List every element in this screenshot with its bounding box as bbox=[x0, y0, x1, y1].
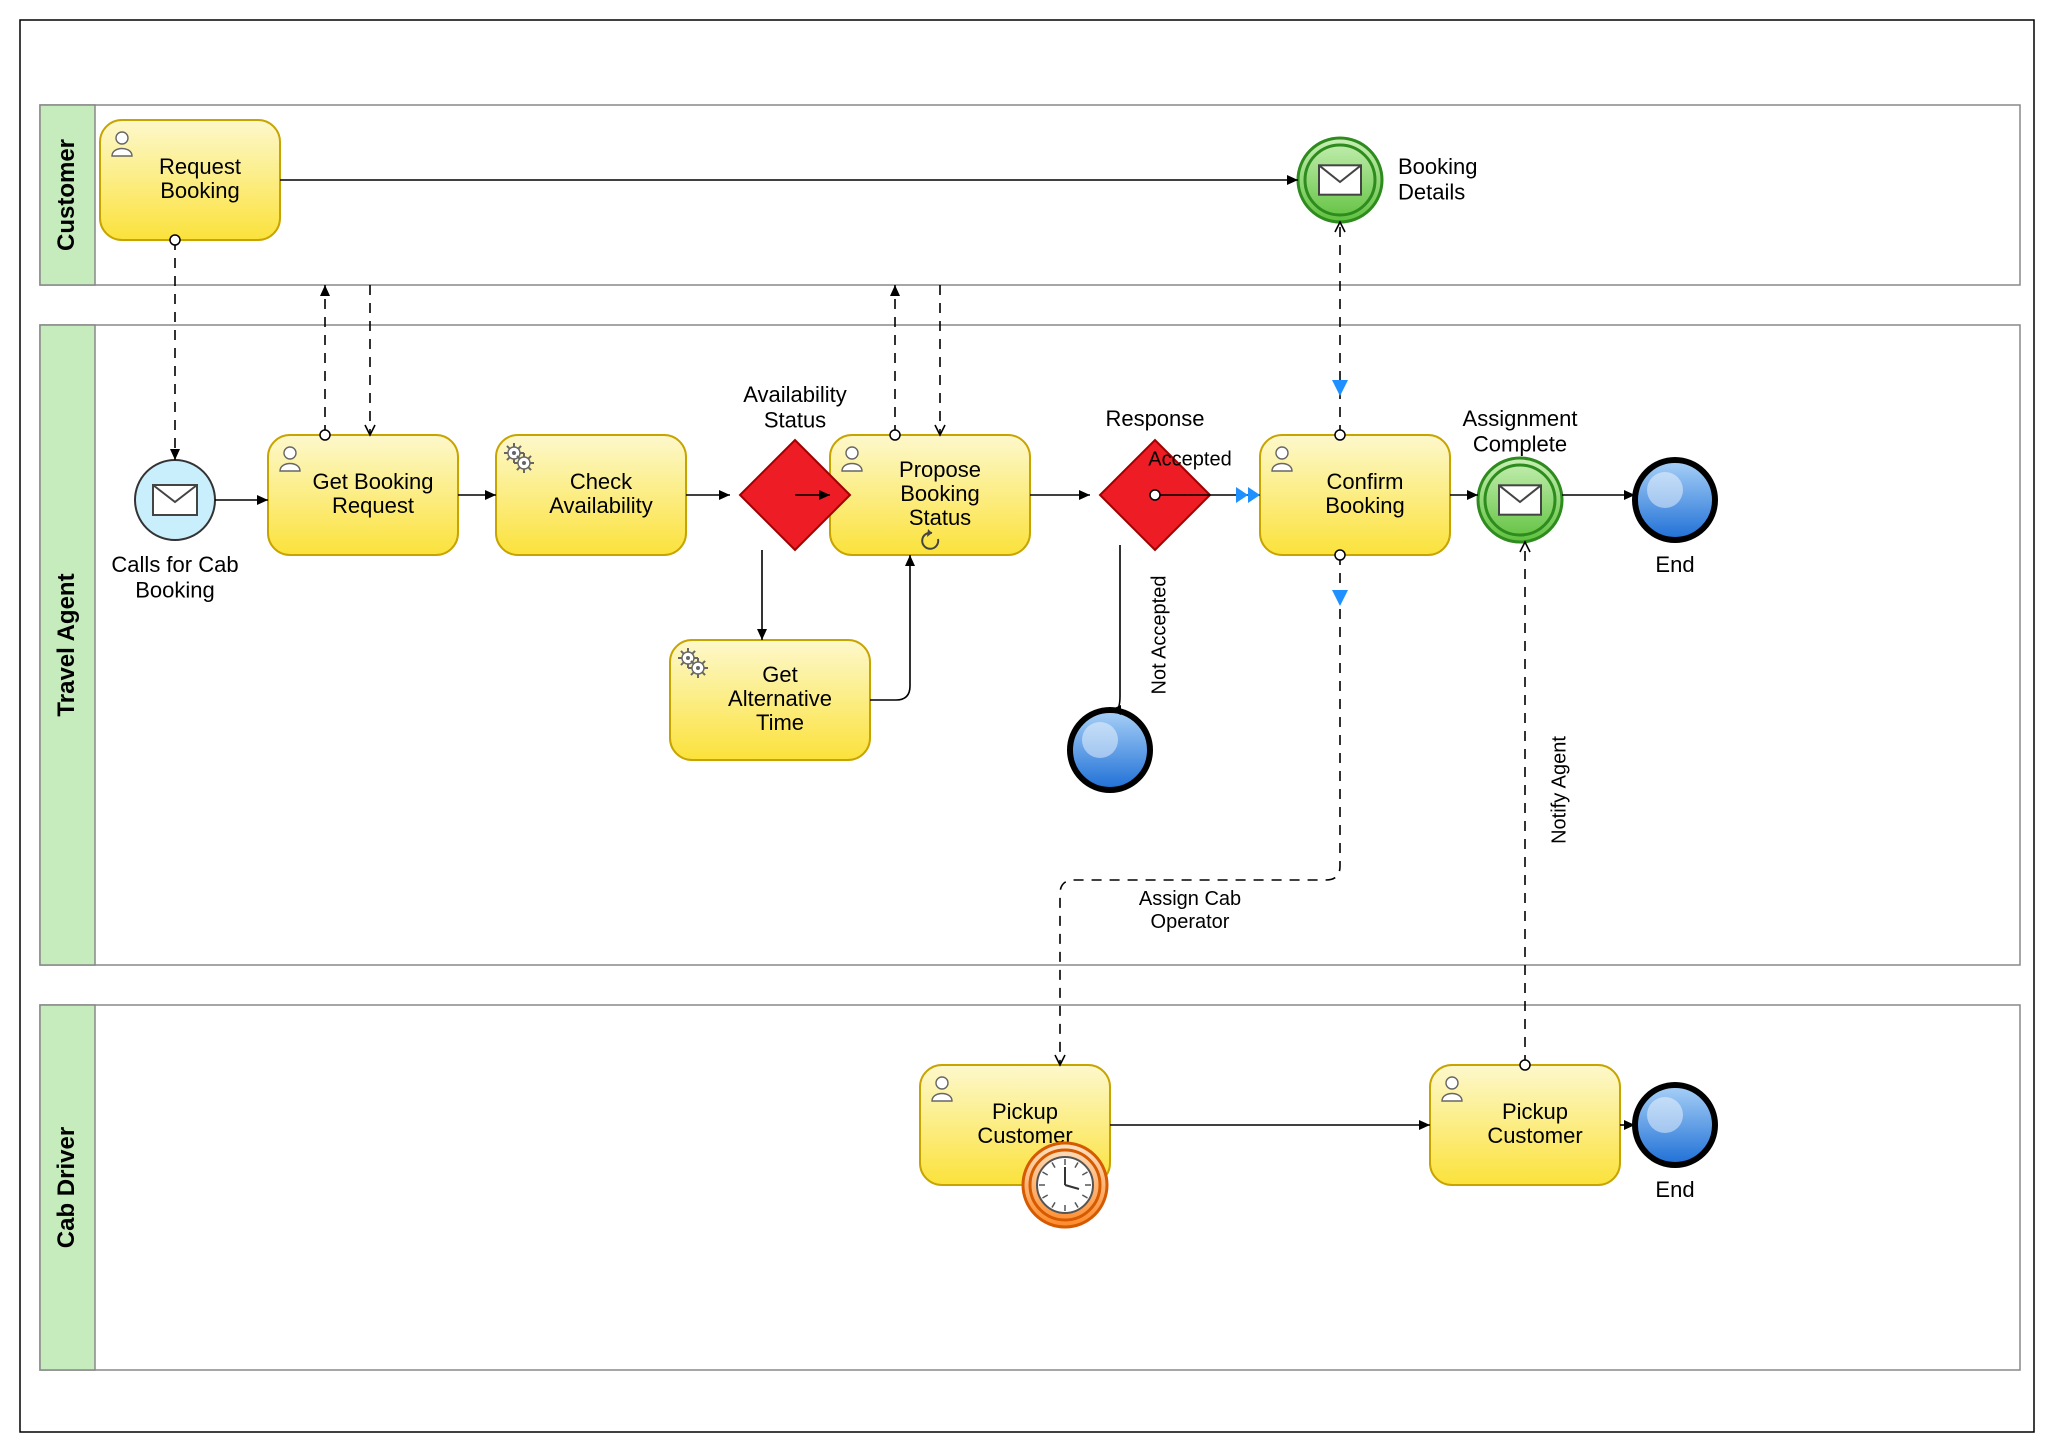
task-t_request: RequestBooking bbox=[100, 120, 280, 240]
svg-text:RequestBooking: RequestBooking bbox=[159, 154, 241, 203]
gateway-g_resp: Response bbox=[1100, 406, 1210, 550]
task-t_propose: ProposeBookingStatus bbox=[830, 435, 1030, 555]
task-t_check: CheckAvailability bbox=[496, 435, 686, 555]
lane-customer: Customer bbox=[40, 105, 2020, 285]
svg-text:ConfirmBooking: ConfirmBooking bbox=[1325, 469, 1405, 518]
diagram-stage: Customer Travel Agent Cab Driver RequestBoo… bbox=[0, 0, 2054, 1452]
svg-text:Cab Driver: Cab Driver bbox=[53, 1127, 80, 1248]
event-e_end2: End bbox=[1635, 460, 1715, 577]
svg-text:End: End bbox=[1655, 552, 1694, 577]
edge-m2 bbox=[320, 285, 330, 440]
svg-text:Not Accepted: Not Accepted bbox=[1148, 576, 1170, 695]
edge-s6 bbox=[870, 555, 910, 700]
svg-text:AvailabilityStatus: AvailabilityStatus bbox=[743, 382, 847, 432]
task-t_confirm: ConfirmBooking bbox=[1260, 435, 1450, 555]
edge-m8: Notify Agent bbox=[1520, 542, 1570, 1070]
svg-text:BookingDetails: BookingDetails bbox=[1398, 154, 1478, 204]
event-e_assign: AssignmentComplete bbox=[1463, 406, 1578, 542]
svg-text:Assign CabOperator: Assign CabOperator bbox=[1139, 888, 1241, 933]
svg-text:Calls for CabBooking: Calls for CabBooking bbox=[111, 552, 238, 602]
task-t_getalt: GetAlternativeTime bbox=[670, 640, 870, 760]
bpmn-svg: Customer Travel Agent Cab Driver RequestBoo… bbox=[0, 0, 2054, 1452]
svg-text:Accepted: Accepted bbox=[1148, 448, 1231, 470]
edge-m7: Assign CabOperator bbox=[1060, 550, 1348, 1065]
svg-text:Response: Response bbox=[1105, 406, 1204, 431]
svg-text:End: End bbox=[1655, 1177, 1694, 1202]
lane-travelagent: Travel Agent bbox=[40, 325, 2020, 965]
event-e_timer bbox=[1023, 1143, 1107, 1227]
svg-text:Travel Agent: Travel Agent bbox=[53, 573, 80, 716]
svg-text:Customer: Customer bbox=[53, 139, 80, 251]
edge-s9: Not Accepted bbox=[1110, 545, 1170, 710]
task-t_pickup2: PickupCustomer bbox=[1430, 1065, 1620, 1185]
event-e_bdetails: BookingDetails bbox=[1298, 138, 1478, 222]
svg-text:ProposeBookingStatus: ProposeBookingStatus bbox=[899, 457, 981, 530]
edge-m1 bbox=[170, 235, 180, 460]
event-e_end3: End bbox=[1635, 1085, 1715, 1202]
task-t_getreq: Get BookingRequest bbox=[268, 435, 458, 555]
event-e_start: Calls for CabBooking bbox=[111, 460, 238, 602]
svg-text:AssignmentComplete: AssignmentComplete bbox=[1463, 406, 1578, 456]
edge-m6 bbox=[1332, 222, 1348, 440]
svg-text:Notify Agent: Notify Agent bbox=[1548, 736, 1570, 844]
event-e_end1 bbox=[1070, 710, 1150, 790]
edge-m4 bbox=[890, 285, 900, 440]
